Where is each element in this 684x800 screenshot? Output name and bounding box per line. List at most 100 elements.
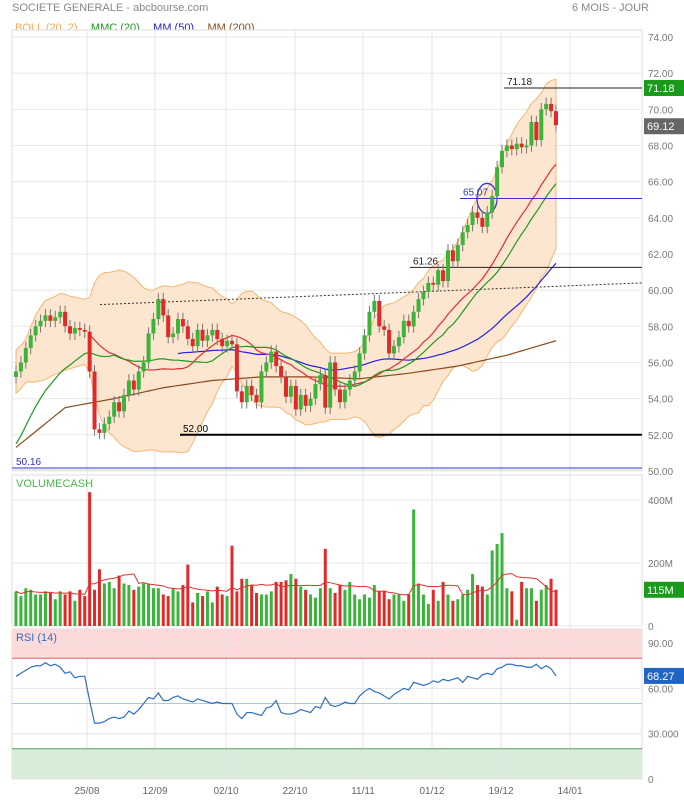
candle [215, 329, 220, 339]
candle [539, 109, 544, 141]
volume-bar [245, 578, 249, 626]
volume-bar [363, 594, 367, 626]
volume-bar [475, 585, 479, 626]
candle [14, 371, 18, 377]
rsi-tick-label: 30.000 [648, 730, 679, 741]
candle [82, 329, 87, 332]
volume-bar [353, 594, 357, 626]
volume-bar [534, 600, 538, 626]
period-label[interactable]: 6 MOIS - JOUR [572, 2, 650, 14]
volume-bar [328, 588, 332, 626]
rsi-line [15, 662, 557, 724]
candle [58, 311, 63, 318]
candle [146, 333, 151, 363]
candle [48, 315, 53, 321]
volume-bar [417, 583, 421, 626]
volume-bar [525, 588, 529, 626]
candle [190, 338, 195, 347]
candle [446, 250, 450, 282]
candle [352, 371, 357, 381]
volume-bar [456, 599, 460, 626]
candle [92, 371, 97, 430]
volume-bar [132, 589, 136, 626]
candle [234, 344, 239, 392]
x-tick-label: 14/01 [557, 786, 582, 797]
candle [357, 353, 362, 372]
volume-bar [441, 581, 445, 626]
candle [279, 366, 284, 377]
candle [38, 320, 43, 327]
volume-bar [451, 600, 455, 626]
candle [33, 326, 38, 336]
volume-bar [382, 591, 386, 626]
chart-title: SOCIETE GENERALE - abcbourse.com [12, 2, 209, 14]
volume-bar [39, 594, 43, 626]
volume-value-tag-box [644, 581, 684, 598]
candle [284, 376, 288, 397]
price-tick-label: 52.00 [648, 431, 673, 442]
candle [534, 121, 539, 141]
volume-bar [421, 594, 425, 626]
candle [23, 347, 28, 363]
candle [72, 328, 77, 334]
volume-bar [358, 599, 362, 626]
volume-bar [529, 588, 533, 626]
candle [480, 217, 485, 227]
candle [328, 362, 333, 408]
candle [318, 375, 323, 385]
volume-bar [520, 581, 524, 626]
candle [465, 225, 470, 233]
volume-bar [48, 592, 52, 626]
volume-bar [554, 589, 558, 626]
volume-bar [255, 592, 259, 626]
volume-bar [161, 594, 165, 626]
candle [185, 326, 190, 339]
volume-bar [407, 594, 411, 626]
candle [519, 143, 524, 148]
candle [274, 351, 279, 367]
volume-bar [112, 588, 116, 626]
volume-bar [436, 600, 440, 626]
candle [225, 340, 230, 347]
candle [117, 402, 122, 412]
volume-bar [495, 544, 499, 626]
price-tick-label: 50.00 [648, 467, 673, 478]
candle [382, 326, 387, 330]
volume-bar [34, 594, 38, 626]
candle [338, 389, 342, 403]
volume-bar [142, 583, 146, 626]
volume-bar [29, 589, 33, 626]
candle [87, 331, 92, 372]
volume-bar [304, 589, 308, 626]
candle [77, 328, 82, 330]
rsi-panel-title: RSI (14) [16, 632, 57, 644]
volume-bar [269, 591, 273, 626]
price-tick-label: 62.00 [648, 250, 673, 261]
volume-bar [63, 594, 67, 626]
candle [529, 121, 534, 146]
volume-bar [510, 591, 514, 626]
candle [323, 375, 328, 408]
volume-bar [387, 599, 391, 626]
candle [500, 150, 504, 168]
candle [303, 394, 308, 406]
volume-bar [333, 592, 337, 626]
candle [544, 103, 549, 110]
candle [171, 333, 176, 338]
candle [426, 282, 431, 292]
volume-bar [166, 596, 170, 626]
price-tick-label: 68.00 [648, 141, 673, 152]
price-tick-label: 66.00 [648, 178, 673, 189]
candle [259, 371, 264, 403]
candle [514, 143, 519, 150]
volume-bar [284, 580, 288, 626]
volume-bar [549, 578, 553, 626]
candle [298, 394, 303, 410]
candle [495, 167, 500, 197]
candle [244, 385, 249, 403]
volume-bar [343, 589, 347, 626]
volume-bar [259, 594, 263, 626]
volume-bar [215, 586, 219, 626]
x-tick-label: 22/10 [282, 786, 307, 797]
